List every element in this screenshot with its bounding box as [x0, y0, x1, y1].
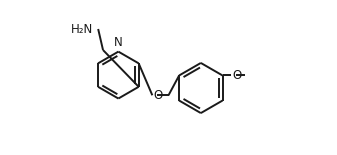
Text: N: N	[114, 36, 123, 49]
Text: O: O	[154, 89, 163, 102]
Text: O: O	[232, 69, 242, 82]
Text: H₂N: H₂N	[71, 23, 93, 36]
